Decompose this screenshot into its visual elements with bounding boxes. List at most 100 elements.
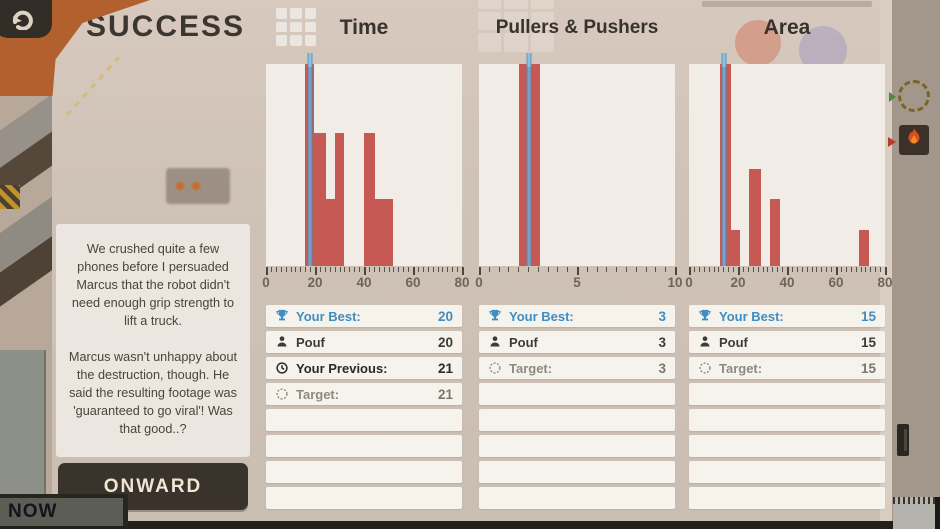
trophy-icon (275, 309, 289, 323)
axis-tick (733, 267, 735, 272)
target-icon (488, 361, 502, 375)
axis-tick (860, 267, 862, 272)
axis-tick (275, 267, 277, 272)
score-row-label: Target: (509, 360, 553, 376)
axis-tick (782, 267, 784, 272)
score-row-target: Target: 3 (479, 357, 675, 379)
player-score-marker (307, 53, 313, 266)
axis-tick (821, 267, 823, 272)
axis-tick-label: 20 (307, 275, 323, 290)
axis-tick (442, 267, 444, 272)
axis-tick-label: 0 (262, 275, 270, 290)
area-title: Area (763, 16, 811, 39)
histogram-bar (334, 132, 345, 266)
axis-tick-label: 60 (405, 275, 421, 290)
pullers-score-table: Your Best: 3 Pouf 3 Target: 3 (479, 305, 675, 513)
axis-tick (305, 267, 307, 272)
back-button[interactable] (0, 0, 52, 38)
axis-tick (645, 267, 647, 272)
axis-tick (577, 267, 579, 275)
score-row-empty (689, 383, 885, 405)
score-row-value: 20 (437, 334, 453, 350)
score-row-target: Target: 15 (689, 357, 885, 379)
axis-tick (344, 267, 346, 272)
axis-tick (757, 267, 759, 272)
histogram-bar (730, 229, 741, 266)
axis-tick (655, 267, 657, 272)
score-row-value: 21 (437, 360, 453, 376)
axis-tick (713, 267, 715, 272)
axis-tick (508, 267, 510, 272)
score-row-empty (479, 487, 675, 509)
axis-tick (885, 267, 887, 275)
player-score-marker (721, 53, 727, 266)
axis-tick (586, 267, 588, 272)
axis-tick (840, 267, 842, 272)
score-row-empty (689, 487, 885, 509)
green-arrow-icon (889, 92, 896, 102)
axis-tick (413, 267, 415, 275)
person-icon (488, 335, 502, 349)
axis-tick (606, 267, 608, 272)
axis-tick (816, 267, 818, 272)
score-row-empty (266, 487, 462, 509)
axis-tick (742, 267, 744, 272)
axis-tick (378, 267, 380, 272)
score-row-label: Your Previous: (296, 360, 388, 376)
axis-tick-label: 60 (828, 275, 844, 290)
axis-tick (752, 267, 754, 272)
now-label: NOW (8, 501, 58, 522)
axis-tick (831, 267, 833, 272)
axis-tick (393, 267, 395, 272)
axis-tick (557, 267, 559, 272)
pullers-title: Pullers & Pushers (495, 17, 659, 38)
score-row-value: 15 (860, 334, 876, 350)
score-row-empty (479, 435, 675, 457)
score-row-empty (479, 461, 675, 483)
axis-tick (334, 267, 336, 272)
pullers-axis: 0 5 10 (475, 266, 683, 292)
flame-icon (903, 127, 925, 154)
page-title: SUCCESS (86, 10, 246, 43)
axis-tick (373, 267, 375, 272)
axis-tick-label: 0 (475, 275, 483, 290)
axis-tick (398, 267, 400, 272)
score-row-value: 15 (860, 308, 876, 324)
area-score-table: Your Best: 15 Pouf 15 Target: 15 (689, 305, 885, 513)
score-row-empty (479, 409, 675, 431)
axis-tick-label: 20 (730, 275, 746, 290)
axis-tick (675, 267, 677, 275)
axis-tick (787, 267, 789, 275)
area-histogram (689, 53, 885, 266)
dialogue-paragraph: We crushed quite a few phones before I p… (71, 242, 235, 329)
score-row-previous: Your Previous: 21 (266, 357, 462, 379)
time-axis: 0 20 40 60 80 (262, 266, 470, 292)
axis-tick (452, 267, 454, 272)
histogram-bar (313, 132, 327, 266)
axis-tick (567, 267, 569, 272)
axis-tick (880, 267, 882, 272)
axis-tick-label: 80 (454, 275, 470, 290)
pullers-histogram (479, 53, 675, 266)
score-row-value: 20 (437, 308, 453, 324)
axis-tick (698, 267, 700, 272)
axis-tick (427, 267, 429, 272)
score-row-best: Your Best: 20 (266, 305, 462, 327)
score-row-label: Target: (719, 360, 763, 376)
axis-tick (403, 267, 405, 272)
axis-tick (329, 267, 331, 272)
axis-tick (728, 267, 730, 272)
axis-tick (870, 267, 872, 272)
screen-corner (935, 497, 940, 529)
axis-tick (408, 267, 410, 272)
score-row-best: Your Best: 15 (689, 305, 885, 327)
axis-tick (689, 267, 691, 275)
score-row-value: 15 (860, 360, 876, 376)
axis-tick (626, 267, 627, 272)
score-row-empty (266, 461, 462, 483)
area-column: 0 20 40 60 80 Your Best: 15 Pouf 15 Target: 15 (685, 0, 893, 529)
axis-tick (772, 267, 774, 272)
timeline-now-tile: NOW (0, 494, 128, 526)
axis-tick (280, 267, 282, 272)
